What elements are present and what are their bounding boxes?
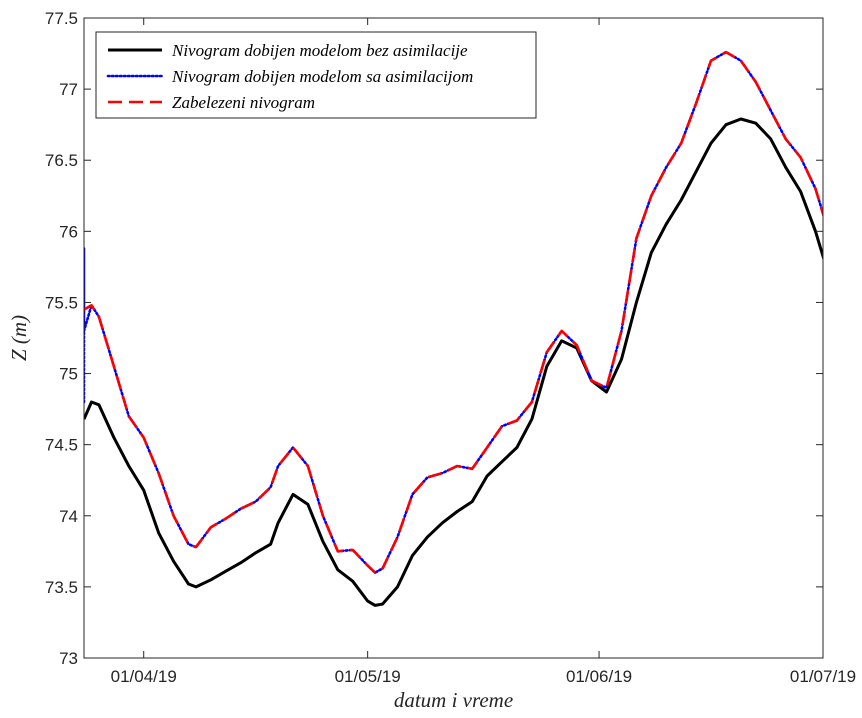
y-tick-label: 76.5 <box>45 151 78 170</box>
legend-label-3: Zabelezeni nivogram <box>172 93 315 112</box>
y-tick-label: 73 <box>59 649 78 668</box>
y-tick-label: 74.5 <box>45 436 78 455</box>
x-axis-label: datum i vreme <box>394 688 513 712</box>
x-axis-ticks: 01/04/19 01/05/19 01/06/19 01/07/19 <box>111 18 856 686</box>
legend-label-1: Nivogram dobijen modelom bez asimilacije <box>171 41 468 60</box>
plot-lines <box>84 50 823 607</box>
legend: Nivogram dobijen modelom bez asimilacije… <box>95 31 537 119</box>
series-line-2 <box>84 50 823 574</box>
y-tick-label: 75.5 <box>45 293 78 312</box>
y-tick-label: 76 <box>59 222 78 241</box>
x-tick-label: 01/07/19 <box>790 667 856 686</box>
axes-box <box>83 17 824 659</box>
y-tick-label: 73.5 <box>45 578 78 597</box>
y-axis-ticks: 73 73.5 74 74.5 75 75.5 76 76.5 77 77.5 <box>45 9 823 668</box>
y-tick-label: 74 <box>59 507 78 526</box>
x-tick-label: 01/05/19 <box>335 667 401 686</box>
series-line-1 <box>84 117 823 607</box>
x-tick-label: 01/06/19 <box>566 667 632 686</box>
series-line-3 <box>84 50 823 574</box>
x-tick-label: 01/04/19 <box>111 667 177 686</box>
y-tick-label: 77 <box>59 80 78 99</box>
legend-label-2: Nivogram dobijen modelom sa asimilacijom <box>171 67 473 86</box>
legend-box <box>95 31 537 119</box>
y-tick-label: 75 <box>59 365 78 384</box>
y-tick-label: 77.5 <box>45 9 78 28</box>
y-axis-label: Z (m) <box>7 315 31 361</box>
